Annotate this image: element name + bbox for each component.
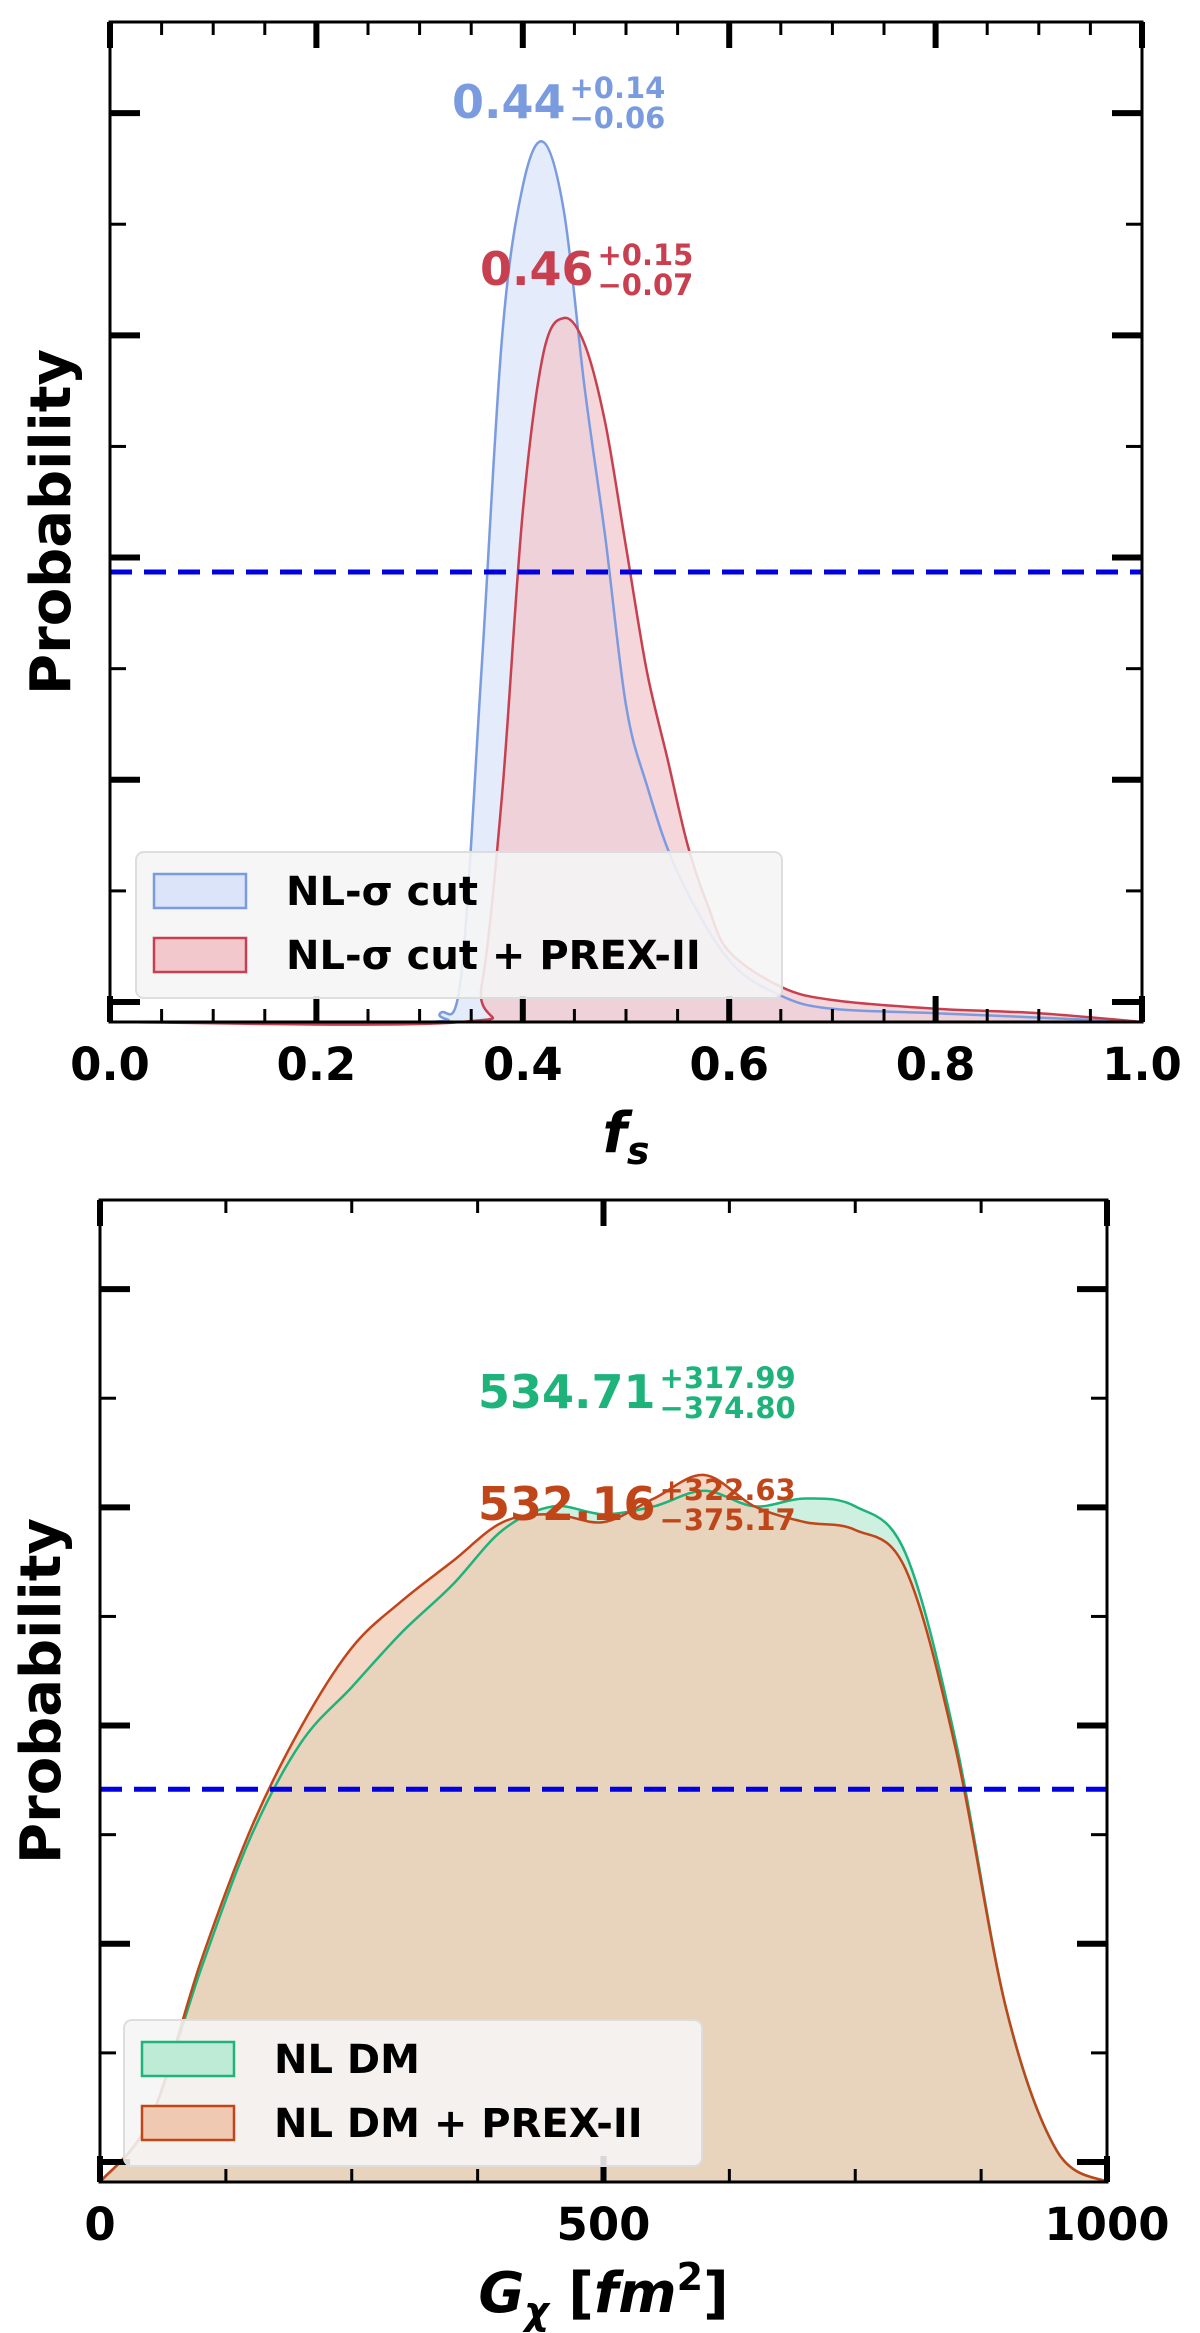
annotation-upper: +322.63	[660, 1473, 796, 1507]
x-axis-label-bracket-close: ]	[703, 2261, 729, 2326]
legend-swatch	[140, 2040, 236, 2078]
legend-box	[135, 851, 783, 999]
series-fill-1	[100, 1474, 1107, 2182]
annotation-upper: +0.15	[598, 238, 694, 272]
y-axis-label: Probability	[19, 349, 84, 695]
legend: NL-σ cut NL-σ cut + PREX-II	[135, 851, 783, 999]
x-tick-label: 0	[84, 2198, 115, 2251]
legend-swatch	[140, 2104, 236, 2142]
x-axis-label-main: G	[478, 2261, 524, 2326]
plot-frame	[98, 1198, 1109, 2184]
x-tick-label: 0.2	[277, 1038, 357, 1091]
annotation-upper: +0.14	[570, 71, 666, 105]
legend: NL DM NL DM + PREX-II	[123, 2019, 703, 2167]
series-lines	[99, 1473, 1108, 2184]
x-tick-label: 1.0	[1102, 1038, 1182, 1091]
annotation-upper: +317.99	[660, 1361, 796, 1395]
y-axis-label: Probability	[9, 1518, 74, 1864]
series-line-1	[99, 1473, 1108, 2184]
peak-annotations: 534.71 +317.99−374.80 532.16 +322.63−375.17	[478, 1361, 796, 1537]
annotation-value: 532.16	[478, 1477, 656, 1531]
legend-label: NL DM + PREX-II	[274, 2101, 643, 2147]
series-fill-1	[110, 317, 1142, 1025]
x-tick-labels: 0 500 1000	[84, 2198, 1169, 2251]
annotation-lower: −374.80	[660, 1391, 796, 1425]
x-tick-label: 0.4	[483, 1038, 563, 1091]
annotation-lower: −375.17	[660, 1503, 796, 1537]
x-axis-label: fs	[603, 1101, 650, 1173]
legend-label: NL-σ cut + PREX-II	[286, 933, 701, 979]
x-axis-label-bracket-open: [	[549, 2261, 594, 2326]
x-axis-label-subscript: χ	[522, 2289, 551, 2333]
x-axis-label: Gχ [fm2]	[478, 2255, 728, 2333]
x-axis-label-unit: fm	[594, 2261, 677, 2326]
x-tick-labels: 0.0 0.2 0.4 0.6 0.8 1.0	[70, 1038, 1182, 1091]
x-tick-label: 1000	[1044, 2198, 1169, 2251]
series-fills	[100, 1474, 1107, 2182]
annotation-value: 534.71	[478, 1365, 656, 1419]
annotation-lower: −0.07	[598, 268, 694, 302]
legend-label: NL DM	[274, 2037, 420, 2083]
legend-swatch	[152, 872, 248, 910]
legend-box	[123, 2019, 703, 2167]
series-fills	[110, 141, 1142, 1025]
x-axis-label-subscript: s	[627, 1129, 650, 1173]
x-tick-label: 0.8	[896, 1038, 976, 1091]
x-axis-label-superscript: 2	[677, 2255, 703, 2299]
peak-annotations: 0.44 +0.14−0.06 0.46 +0.15−0.07	[452, 71, 693, 302]
x-tick-label: 0.0	[70, 1038, 150, 1091]
annotation-lower: −0.06	[570, 101, 666, 135]
chart-panel-bottom: 0 500 1000 Gχ [fm2] Probability 534.71 +317…	[9, 1198, 1170, 2333]
legend-swatch	[152, 936, 248, 974]
annotation-value: 0.44	[452, 75, 566, 129]
x-tick-label: 0.6	[689, 1038, 769, 1091]
chart-panel-top: 0.0 0.2 0.4 0.6 0.8 1.0 fs Probability 0.44 +0…	[19, 20, 1182, 1173]
x-tick-label: 500	[557, 2198, 651, 2251]
legend-label: NL-σ cut	[286, 869, 478, 915]
plot-frame	[108, 20, 1144, 1024]
annotation-value: 0.46	[480, 242, 594, 296]
